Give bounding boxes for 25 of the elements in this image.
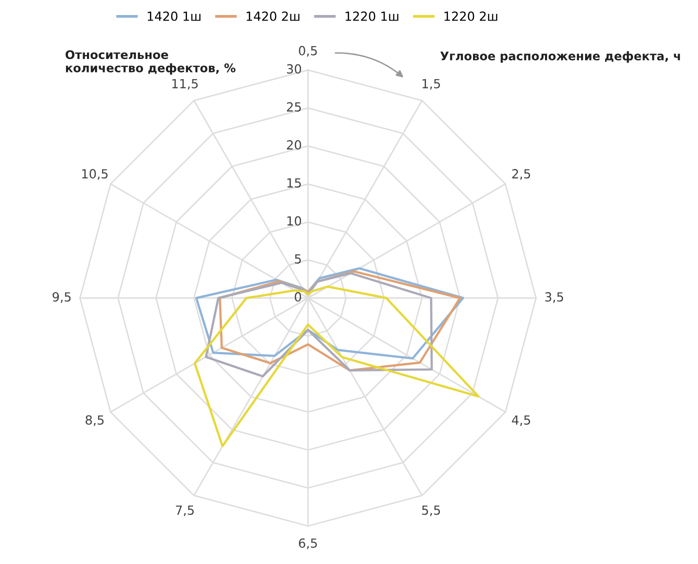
spoke-label: 2,5 [512, 169, 530, 180]
y-tick-label: 5 [294, 254, 301, 264]
spoke-label: 5,5 [422, 506, 440, 516]
text: Относительное количество дефектов, % [66, 50, 236, 75]
legend-label: 1220 2ш [444, 11, 498, 21]
legend-label: 1420 1ш [148, 11, 200, 21]
y-tick-label: 25 [286, 102, 301, 112]
y-tick-label: 15 [287, 178, 301, 188]
y-tick-label: 30 [286, 64, 302, 74]
y-tick-label: 10 [287, 216, 302, 226]
spoke-label: 3,5 [545, 292, 564, 303]
spoke-label: 11,5 [172, 79, 198, 90]
spoke-label: 6,5 [298, 538, 317, 550]
legend-label: 1420 2ш [246, 11, 300, 21]
spoke-label: 4,5 [512, 415, 530, 426]
spoke-label: 8,5 [86, 415, 104, 426]
y-tick-label: 20 [286, 140, 302, 150]
spoke-label: 9,5 [52, 292, 71, 303]
legend-label: 1220 1ш [346, 11, 398, 21]
spoke-label: 1,5 [422, 79, 440, 90]
spoke-label: 10,5 [82, 169, 108, 180]
spoke-label: 7,5 [176, 506, 194, 516]
y-tick-label: 0 [294, 292, 302, 302]
spoke-label: 0,5 [298, 46, 317, 57]
text: Угловое расположение дефекта, ч [440, 51, 680, 63]
